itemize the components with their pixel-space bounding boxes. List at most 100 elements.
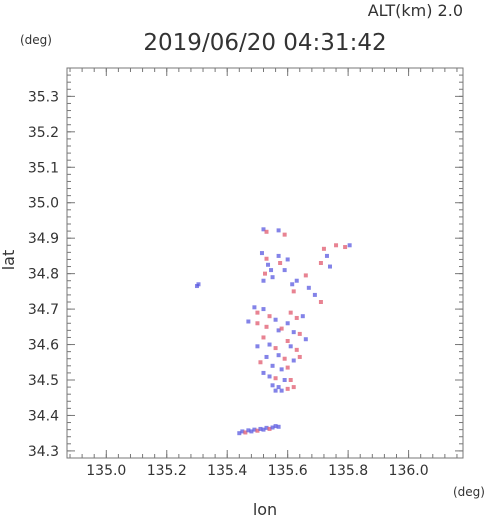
y-tick-label: 35.2	[28, 125, 59, 141]
data-point	[288, 310, 293, 315]
data-point	[243, 430, 248, 435]
data-point	[267, 342, 272, 347]
data-point	[288, 378, 293, 382]
data-point	[273, 376, 278, 381]
y-tick-label: 34.5	[28, 373, 59, 389]
data-point	[264, 354, 269, 359]
data-point	[273, 346, 278, 351]
data-point	[318, 300, 323, 304]
data-point	[334, 243, 339, 248]
data-point	[246, 319, 251, 324]
axis-ticks	[67, 68, 463, 458]
data-point	[291, 289, 296, 294]
data-point	[276, 353, 281, 358]
x-tick-label: 135.8	[328, 463, 368, 479]
data-point	[196, 282, 201, 287]
data-point	[276, 328, 281, 333]
data-point	[291, 385, 296, 390]
data-point	[285, 365, 290, 370]
y-tick-label: 34.8	[28, 267, 59, 283]
data-point	[282, 268, 287, 273]
data-point	[264, 256, 269, 261]
data-point	[255, 310, 260, 315]
x-axis-label: lon	[253, 500, 277, 519]
data-point	[267, 314, 272, 319]
data-point	[269, 268, 274, 273]
data-point	[263, 271, 267, 276]
data-point	[267, 426, 272, 431]
y-tick-label: 35.0	[28, 196, 59, 212]
data-point	[261, 307, 266, 312]
data-point	[276, 424, 281, 429]
data-point	[261, 370, 266, 375]
y-axis-label: lat	[0, 250, 18, 271]
data-point	[279, 326, 284, 331]
data-point	[270, 383, 275, 388]
data-point	[291, 330, 296, 335]
data-point	[261, 227, 266, 232]
x-axis-unit: (deg)	[453, 485, 485, 499]
data-point	[237, 431, 242, 436]
data-point	[324, 253, 329, 258]
data-point	[300, 314, 305, 319]
data-point	[273, 424, 278, 429]
data-point	[303, 273, 308, 278]
data-point	[285, 321, 290, 326]
data-point	[261, 427, 266, 432]
data-point	[240, 429, 245, 434]
data-point	[249, 429, 254, 434]
x-tick-label: 136.0	[389, 463, 429, 479]
x-tick-label: 135.2	[147, 463, 187, 479]
data-point	[255, 428, 260, 433]
data-point	[276, 228, 281, 233]
x-tick-label: 135.6	[268, 463, 308, 479]
data-point	[266, 262, 271, 267]
data-point	[279, 388, 284, 393]
data-point	[259, 251, 264, 256]
data-point	[252, 305, 257, 310]
y-tick-labels: 34.3 34.4 34.5 34.6 34.7 34.8 34.9 35.0 35.1 35.2…	[28, 89, 59, 460]
data-point	[279, 367, 284, 372]
data-point	[276, 385, 281, 390]
y-tick-label: 35.3	[28, 89, 59, 105]
x-tick-label: 135.4	[207, 463, 247, 479]
y-tick-label: 35.1	[28, 160, 59, 176]
data-point	[282, 378, 287, 382]
data-point	[297, 331, 302, 336]
data-points	[194, 227, 352, 436]
data-point	[267, 374, 272, 379]
data-point	[246, 428, 251, 433]
data-point	[261, 335, 266, 340]
data-point	[270, 275, 275, 280]
data-point	[294, 347, 299, 352]
data-point	[306, 285, 311, 290]
data-point	[318, 261, 323, 265]
data-point	[252, 427, 257, 432]
data-point	[258, 426, 263, 431]
chart-title: 2019/06/20 04:31:42	[143, 30, 386, 56]
data-point	[282, 356, 287, 361]
data-point	[285, 386, 290, 391]
y-tick-label: 34.4	[28, 408, 59, 424]
data-point	[285, 339, 290, 343]
data-point	[321, 246, 326, 251]
data-point	[255, 344, 260, 349]
x-tick-labels: 135.0 135.2 135.4 135.6 135.8 136.0	[86, 463, 428, 479]
data-point	[273, 388, 278, 393]
y-tick-label: 34.7	[28, 302, 59, 318]
altitude-label: ALT(km) 2.0	[368, 1, 463, 20]
y-tick-label: 34.3	[28, 444, 59, 460]
data-point	[261, 278, 266, 283]
plot-frame	[66, 67, 464, 459]
data-point	[327, 264, 332, 269]
data-point	[294, 315, 299, 320]
data-point	[258, 360, 263, 365]
data-point	[264, 324, 269, 329]
data-point	[288, 344, 293, 349]
data-point	[285, 257, 290, 262]
data-point	[282, 232, 287, 237]
data-point	[291, 358, 296, 363]
data-point	[255, 321, 260, 326]
y-tick-label: 34.9	[28, 231, 59, 247]
